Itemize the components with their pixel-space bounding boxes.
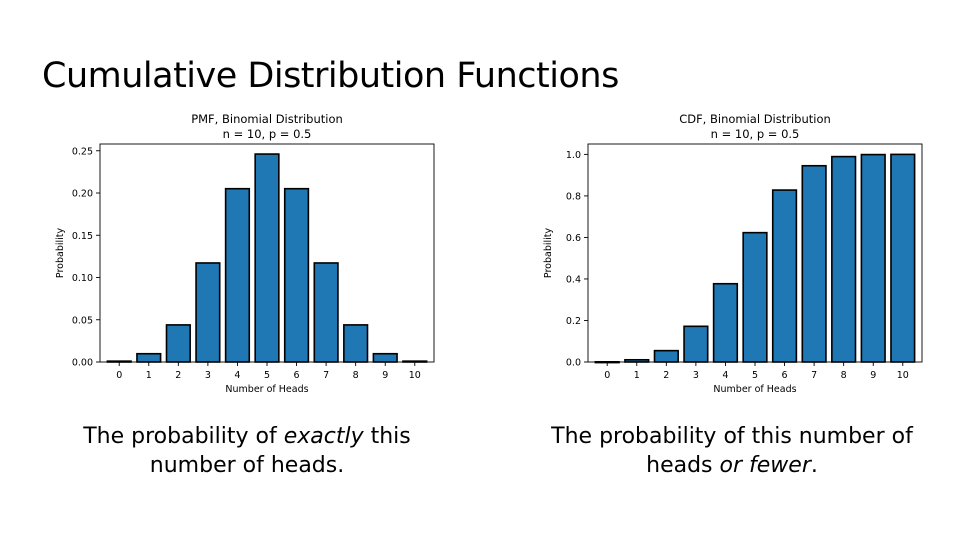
- cdf-x-tick-label: 5: [752, 370, 758, 381]
- pmf-bar: [372, 352, 398, 363]
- cdf-y-tick-label: 0.4: [566, 274, 581, 285]
- pmf-bar: [283, 187, 310, 363]
- cdf-y-tick-label: 0.6: [566, 233, 581, 244]
- pmf-bar: [313, 262, 339, 363]
- cdf-subtitle: n = 10, p = 0.5: [711, 127, 800, 141]
- pmf-x-tick-label: 3: [205, 370, 211, 381]
- pmf-bar: [224, 187, 251, 363]
- cdf-bar: [831, 155, 857, 363]
- cdf-caption: The probability of this number of heads …: [542, 422, 922, 480]
- cdf-bar: [771, 189, 798, 363]
- cdf-bar: [653, 349, 679, 363]
- cdf-x-tick-label: 2: [663, 370, 669, 381]
- pmf-caption: The probability of exactly this number o…: [57, 422, 437, 480]
- cdf-x-tick-label: 10: [897, 370, 909, 381]
- cdf-caption-emphasis: or fewer: [719, 453, 811, 478]
- pmf-x-tick-label: 8: [353, 370, 359, 381]
- pmf-y-tick-label: 0.25: [72, 146, 93, 157]
- pmf-x-tick-label: 9: [382, 370, 388, 381]
- pmf-y-tick-label: 0.20: [72, 189, 93, 200]
- pmf-x-tick-label: 0: [116, 370, 122, 381]
- pmf-x-tick-label: 5: [264, 370, 270, 381]
- cdf-y-tick-label: 0.2: [566, 316, 581, 327]
- cdf-bar: [801, 164, 827, 363]
- cdf-bar: [712, 282, 739, 363]
- cdf-x-tick-label: 8: [841, 370, 847, 381]
- cdf-x-axis-label: Number of Heads: [713, 384, 796, 395]
- pmf-title: PMF, Binomial Distribution: [191, 112, 343, 126]
- pmf-subtitle: n = 10, p = 0.5: [223, 127, 312, 141]
- pmf-x-tick-label: 7: [323, 370, 329, 381]
- cdf-x-tick-label: 7: [811, 370, 817, 381]
- pmf-caption-after: this number of heads.: [149, 424, 411, 478]
- pmf-x-tick-label: 1: [146, 370, 152, 381]
- pmf-bar: [195, 262, 221, 363]
- pmf-y-tick-label: 0.10: [72, 273, 93, 284]
- cdf-x-tick-label: 3: [693, 370, 699, 381]
- pmf-x-tick-label: 10: [409, 370, 421, 381]
- cdf-y-tick-label: 0.0: [566, 358, 581, 369]
- pmf-caption-before: The probability of: [83, 424, 284, 449]
- cdf-caption-before: The probability of this number of heads: [551, 424, 913, 478]
- pmf-x-tick-label: 2: [175, 370, 181, 381]
- pmf-bar: [254, 153, 280, 363]
- cdf-y-tick-label: 1.0: [566, 150, 581, 161]
- cdf-bar: [742, 231, 768, 363]
- cdf-x-tick-label: 6: [782, 370, 788, 381]
- cdf-y-tick-label: 0.8: [566, 191, 581, 202]
- cdf-x-tick-label: 9: [870, 370, 876, 381]
- pmf-x-tick-label: 6: [294, 370, 300, 381]
- cdf-y-axis-label: Probability: [543, 228, 554, 279]
- pmf-y-tick-label: 0.05: [72, 315, 93, 326]
- cdf-title: CDF, Binomial Distribution: [679, 112, 831, 126]
- cdf-caption-after: .: [810, 453, 818, 478]
- cdf-bar: [890, 153, 916, 363]
- cdf-x-tick-label: 1: [634, 370, 640, 381]
- pmf-bar: [136, 352, 162, 363]
- pmf-bar: [343, 324, 369, 363]
- pmf-caption-emphasis: exactly: [283, 424, 364, 449]
- pmf-y-tick-label: 0.00: [72, 358, 93, 369]
- cdf-x-tick-label: 0: [604, 370, 610, 381]
- pmf-y-axis-label: Probability: [55, 228, 66, 279]
- pmf-x-tick-label: 4: [234, 370, 240, 381]
- slide-title: Cumulative Distribution Functions: [42, 56, 619, 96]
- pmf-y-tick-label: 0.15: [72, 231, 93, 242]
- cdf-x-tick-label: 4: [722, 370, 728, 381]
- cdf-bar: [860, 153, 886, 363]
- pmf-x-axis-label: Number of Heads: [225, 384, 308, 395]
- cdf-bar: [683, 325, 709, 363]
- pmf-bar: [165, 324, 191, 363]
